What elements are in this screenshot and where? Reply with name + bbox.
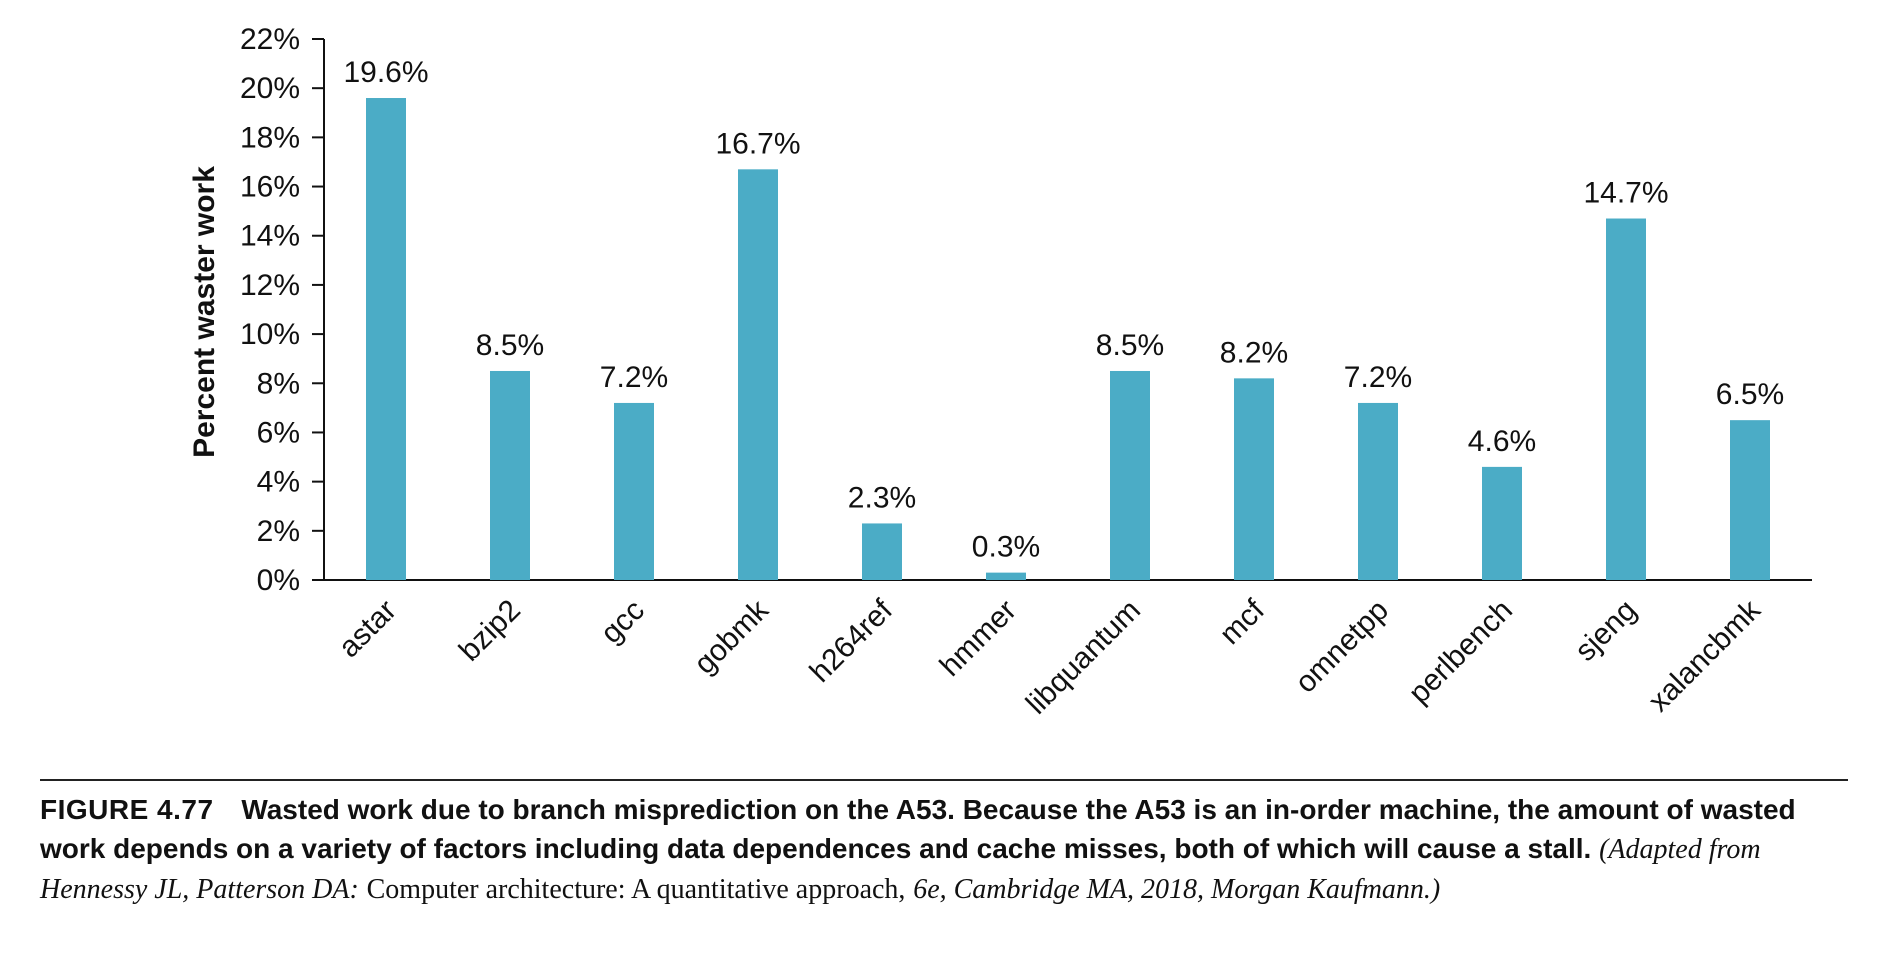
category-label-astar: astar bbox=[332, 594, 403, 665]
y-tick-label: 20% bbox=[240, 72, 300, 105]
y-tick-label: 8% bbox=[257, 367, 300, 400]
bar-omnetpp bbox=[1358, 402, 1398, 580]
bar-hmmer bbox=[986, 572, 1026, 580]
category-label-xalancbmk: xalancbmk bbox=[1642, 593, 1767, 718]
caption-source-title: Computer architecture: A quantitative ap… bbox=[366, 874, 906, 905]
bar-h264ref bbox=[862, 523, 902, 580]
value-label-libquantum: 8.5% bbox=[1096, 329, 1164, 362]
category-label-sjeng: sjeng bbox=[1569, 594, 1643, 668]
y-tick-label: 14% bbox=[240, 220, 300, 253]
value-label-xalancbmk: 6.5% bbox=[1716, 378, 1784, 411]
value-label-sjeng: 14.7% bbox=[1583, 177, 1668, 210]
category-label-omnetpp: omnetpp bbox=[1289, 594, 1395, 700]
category-label-libquantum: libquantum bbox=[1020, 594, 1147, 721]
y-axis-label: Percent waster work bbox=[188, 166, 221, 458]
y-tick-label: 12% bbox=[240, 269, 300, 302]
value-label-gobmk: 16.7% bbox=[715, 127, 800, 160]
category-label-hmmer: hmmer bbox=[934, 594, 1023, 683]
bar-libquantum bbox=[1110, 370, 1150, 580]
value-label-mcf: 8.2% bbox=[1220, 336, 1288, 369]
value-label-bzip2: 8.5% bbox=[476, 329, 544, 362]
value-labels: 19.6% 8.5% 7.2% 16.7% 2.3% 0.3% 8.5% 8.2% 7.2% 4.… bbox=[343, 56, 1784, 564]
bar-bzip2 bbox=[490, 370, 530, 580]
bar-gobmk bbox=[738, 169, 778, 580]
bar-chart: 0% 2% 4% 6% 8% 10% 12% 14% 16% 18% 20% 22% 19.6% 8.5… bbox=[188, 23, 1812, 721]
y-tick-label: 4% bbox=[257, 466, 300, 499]
category-labels: astar bzip2 gcc gobmk h264ref hmmerlibquantum… bbox=[332, 593, 1767, 721]
category-label-h264ref: h264ref bbox=[804, 593, 900, 689]
caption-source-prefix: (Adapted from Hennessy JL, Patterson DA: bbox=[40, 834, 1761, 905]
y-tick-label: 6% bbox=[257, 416, 300, 449]
bar-sjeng bbox=[1606, 218, 1646, 580]
value-label-hmmer: 0.3% bbox=[972, 531, 1040, 564]
y-tick-label: 10% bbox=[240, 318, 300, 351]
value-label-h264ref: 2.3% bbox=[848, 481, 916, 514]
y-tick-label: 16% bbox=[240, 171, 300, 204]
figure-caption: FIGURE 4.77 Wasted work due to branch mi… bbox=[40, 790, 1848, 909]
bars bbox=[366, 98, 1770, 580]
category-label-gobmk: gobmk bbox=[688, 593, 776, 681]
figure-number: FIGURE 4.77 bbox=[40, 794, 214, 825]
y-axis: 0% 2% 4% 6% 8% 10% 12% 14% 16% 18% 20% 22% bbox=[240, 23, 325, 597]
y-tick-label: 18% bbox=[240, 121, 300, 154]
value-label-gcc: 7.2% bbox=[600, 361, 668, 394]
bar-mcf bbox=[1234, 378, 1274, 580]
caption-source-suffix: 6e, Cambridge MA, 2018, Morgan Kaufmann.… bbox=[913, 874, 1441, 905]
bar-perlbench bbox=[1482, 466, 1522, 580]
y-tick-label: 0% bbox=[257, 564, 300, 597]
caption-divider bbox=[40, 779, 1848, 781]
caption-bold-text: Wasted work due to branch misprediction … bbox=[40, 794, 1796, 864]
value-label-omnetpp: 7.2% bbox=[1344, 361, 1412, 394]
bar-gcc bbox=[614, 402, 654, 580]
category-label-perlbench: perlbench bbox=[1402, 594, 1519, 711]
y-tick-label: 2% bbox=[257, 515, 300, 548]
bar-astar bbox=[366, 98, 406, 580]
value-label-perlbench: 4.6% bbox=[1468, 425, 1536, 458]
value-label-astar: 19.6% bbox=[343, 56, 428, 89]
category-label-gcc: gcc bbox=[595, 594, 651, 650]
y-tick-label: 22% bbox=[240, 23, 300, 56]
bar-xalancbmk bbox=[1730, 420, 1770, 580]
category-label-bzip2: bzip2 bbox=[453, 594, 527, 668]
category-label-mcf: mcf bbox=[1213, 593, 1271, 651]
